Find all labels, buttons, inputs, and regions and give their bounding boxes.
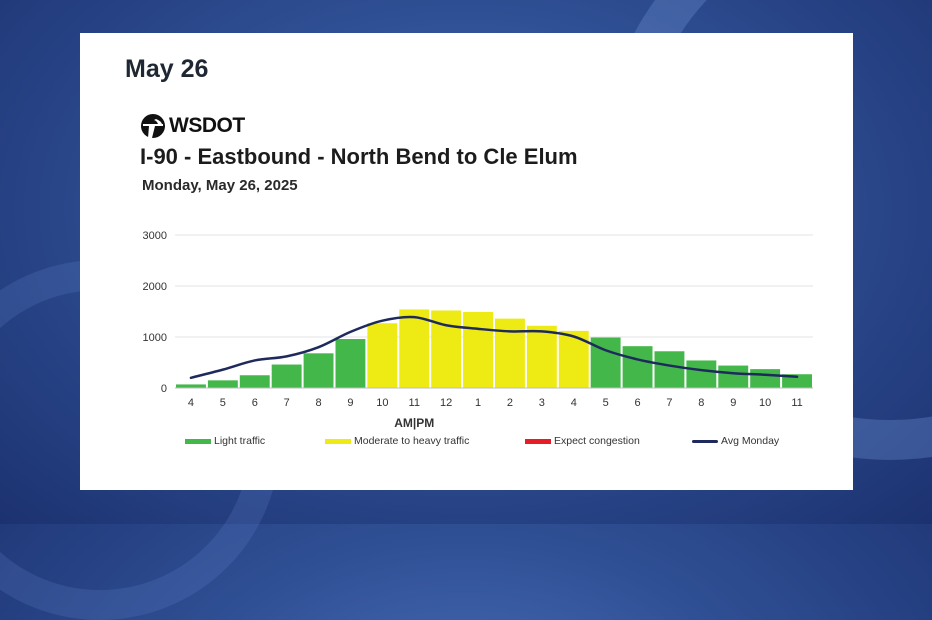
legend-swatch-moderate xyxy=(325,438,351,444)
traffic-bar xyxy=(686,360,717,388)
legend-item-light: Light traffic xyxy=(185,435,265,447)
x-tick-label: 6 xyxy=(252,397,258,409)
x-tick-label: 7 xyxy=(284,397,290,409)
traffic-bar xyxy=(335,339,366,388)
x-tick-label: 5 xyxy=(603,397,609,409)
traffic-bar xyxy=(463,312,493,388)
y-tick-label: 2000 xyxy=(143,281,167,293)
x-tick-label: 10 xyxy=(376,397,388,409)
logo-text: WSDOT xyxy=(169,114,245,137)
chart-legend: Light traffic Moderate to heavy traffic … xyxy=(185,435,825,455)
legend-label-avg: Avg Monday xyxy=(721,435,780,447)
legend-item-moderate: Moderate to heavy traffic xyxy=(325,435,469,447)
legend-label-light: Light traffic xyxy=(214,435,266,447)
x-tick-label: 8 xyxy=(698,397,704,409)
wsdot-logo: WSDOT xyxy=(140,113,245,139)
legend-item-congestion: Expect congestion xyxy=(525,435,640,447)
x-tick-label: 10 xyxy=(759,397,771,409)
avg-monday-line xyxy=(189,315,799,380)
x-tick-label: 7 xyxy=(666,397,672,409)
slide-title: May 26 xyxy=(125,55,209,83)
x-tick-label: 4 xyxy=(571,397,577,409)
traffic-bar xyxy=(303,353,334,388)
legend-label-moderate: Moderate to heavy traffic xyxy=(354,435,470,447)
x-tick-label: 8 xyxy=(315,397,321,409)
traffic-bar xyxy=(495,318,525,388)
traffic-bar xyxy=(526,325,557,388)
traffic-bar xyxy=(718,365,749,388)
traffic-bar xyxy=(622,346,653,388)
traffic-bar xyxy=(750,369,781,388)
x-tick-label: 11 xyxy=(409,397,420,409)
x-tick-label: 1 xyxy=(475,397,481,409)
traffic-bar xyxy=(239,375,270,388)
chart-subtitle: Monday, May 26, 2025 xyxy=(142,177,298,194)
legend-label-congestion: Expect congestion xyxy=(554,435,640,447)
traffic-bar xyxy=(176,384,206,388)
x-tick-label: 5 xyxy=(220,397,226,409)
x-tick-label: 9 xyxy=(347,397,353,409)
x-tick-label: 6 xyxy=(634,397,640,409)
wsdot-logo-icon xyxy=(141,114,165,138)
traffic-bar xyxy=(367,323,398,388)
legend-swatch-light xyxy=(185,438,211,444)
y-tick-label: 0 xyxy=(161,383,167,395)
traffic-bar xyxy=(207,380,238,388)
x-tick-label: 4 xyxy=(188,397,194,409)
x-tick-label: 2 xyxy=(507,397,513,409)
x-tick-label: 3 xyxy=(539,397,545,409)
y-tick-label: 1000 xyxy=(143,332,167,344)
x-tick-label: 11 xyxy=(791,397,802,409)
chart-title: I-90 - Eastbound - North Bend to Cle Elu… xyxy=(140,144,578,169)
traffic-bar xyxy=(782,374,812,388)
legend-swatch-congestion xyxy=(525,438,551,444)
legend-item-avg: Avg Monday xyxy=(692,435,779,447)
traffic-bar xyxy=(399,309,430,388)
x-tick-label: 9 xyxy=(730,397,736,409)
x-axis-label: AM|PM xyxy=(394,416,434,430)
chart-card: May 26 WSDOT I-90 - Eastbound - North Be… xyxy=(80,33,853,490)
y-tick-label: 3000 xyxy=(143,230,167,242)
traffic-bar xyxy=(271,364,302,388)
legend-swatch-avg xyxy=(692,439,718,443)
traffic-bar xyxy=(654,351,685,388)
x-tick-label: 12 xyxy=(440,397,452,409)
